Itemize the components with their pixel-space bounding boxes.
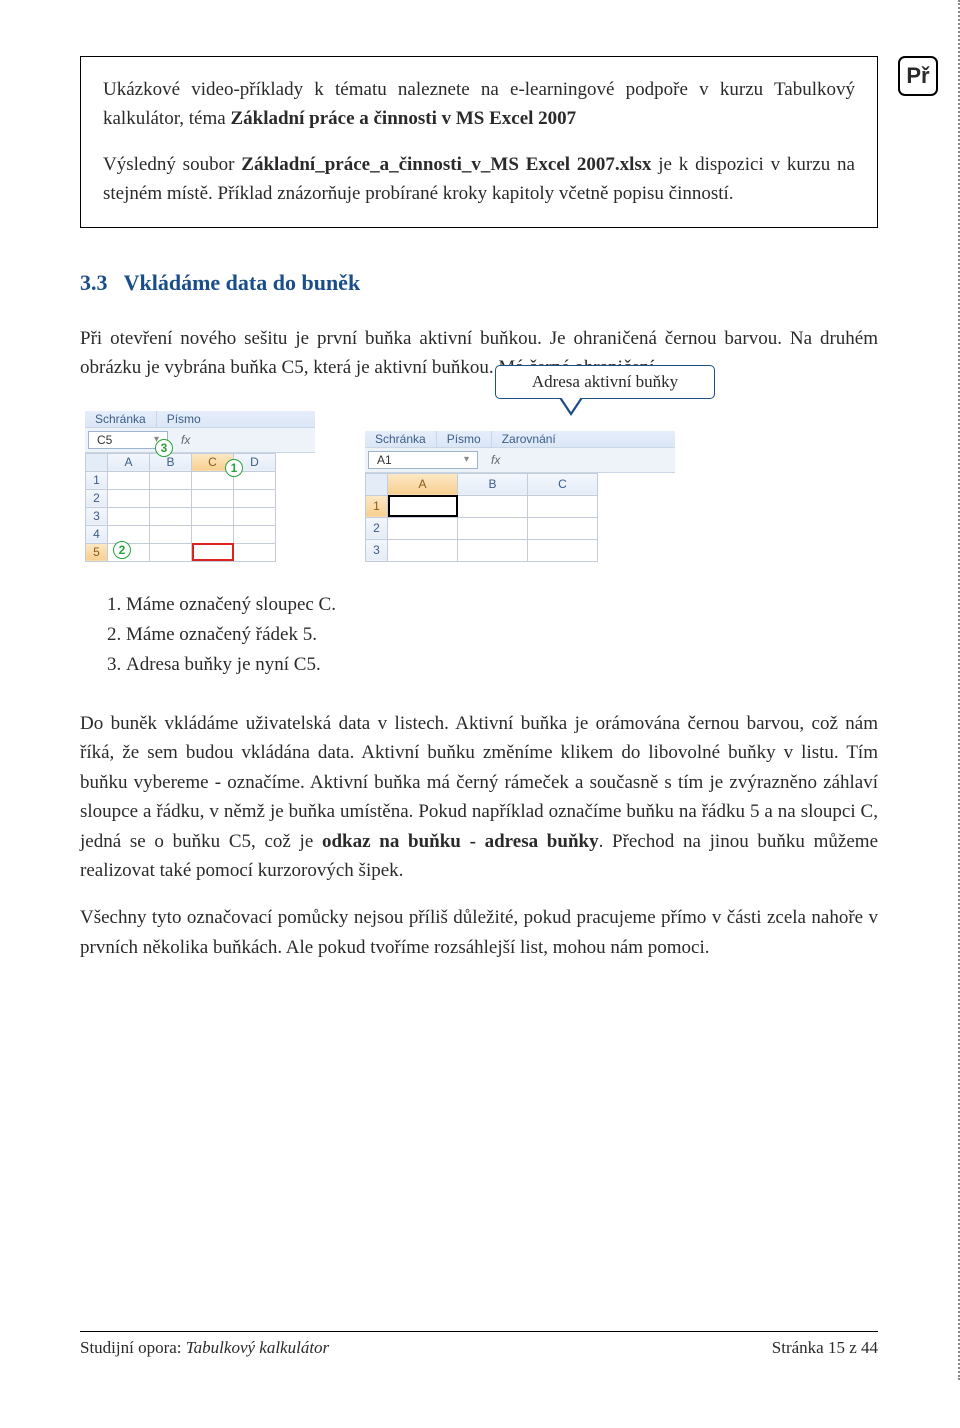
col-header: B [458,473,528,495]
marker-3: 3 [155,439,173,457]
col-header: A [108,453,150,471]
intro-box: Ukázkové video-příklady k tématu nalezne… [80,56,878,228]
long1-bold: odkaz na buňku - adresa buňky [322,831,599,852]
marker-1: 1 [225,459,243,477]
dropdown-icon: ▾ [464,454,469,465]
row-header: 4 [86,525,108,543]
section-number: 3.3 [80,270,108,295]
active-cell [388,495,458,517]
excel-screenshot-1: Schránka Písmo C5 ▾ fx A B C D 1 [85,411,315,562]
col-header-selected: A [388,473,458,495]
excel-screenshot-2: Schránka Písmo Zarovnání A1 ▾ fx A B C 1 [365,431,675,562]
row-header: 3 [86,507,108,525]
figure-row: Adresa aktivní buňky Schránka Písmo C5 ▾… [85,411,873,562]
step-item: Máme označený sloupec C. [126,590,878,620]
name-box-value: A1 [377,453,392,467]
ribbon-group: Schránka [365,431,437,447]
name-box-value: C5 [97,433,112,447]
footer-left-title: Tabulkový kalkulátor [186,1338,329,1357]
row-header: 2 [366,517,388,539]
fx-icon: fx [181,433,190,447]
section-heading: 3.3 Vkládáme data do buněk [80,270,878,296]
steps-list: Máme označený sloupec C. Máme označený ř… [80,590,878,681]
name-box: A1 ▾ [368,451,478,469]
intro-paragraph: Při otevření nového sešitu je první buňk… [80,324,878,383]
ribbon-group: Zarovnání [492,431,566,447]
corner-cell [86,453,108,471]
page-footer: Studijní opora: Tabulkový kalkulátor Str… [80,1331,878,1358]
row-header: 1 [86,471,108,489]
row-header: 3 [366,539,388,561]
ribbon-group: Písmo [437,431,492,447]
footer-right: Stránka 15 z 44 [772,1338,878,1358]
col-header: B [150,453,192,471]
callout-text: Adresa aktivní buňky [495,365,715,399]
section-title: Vkládáme data do buněk [124,270,361,295]
callout: Adresa aktivní buňky [495,365,715,412]
footer-left-label: Studijní opora: [80,1338,186,1357]
long-paragraph-1: Do buněk vkládáme uživatelská data v lis… [80,709,878,886]
step-item: Adresa buňky je nyní C5. [126,650,878,680]
col-header: C [528,473,598,495]
corner-cell [366,473,388,495]
footer-left: Studijní opora: Tabulkový kalkulátor [80,1338,329,1358]
fx-icon: fx [491,453,500,467]
step-item: Máme označený řádek 5. [126,620,878,650]
ribbon-group: Písmo [157,411,211,427]
marker-2: 2 [113,541,131,559]
long-paragraph-2: Všechny tyto označovací pomůcky nejsou p… [80,903,878,962]
pr-badge: Př [898,56,938,96]
box-bold2: Základní_práce_a_činnosti_v_MS Excel 200… [241,154,651,175]
active-cell [192,543,234,561]
spreadsheet: A B C 1 2 3 [365,473,598,562]
row-header: 2 [86,489,108,507]
box-text2a: Výsledný soubor [103,154,241,175]
box-bold1: Základní práce a činnosti v MS Excel 200… [230,108,576,129]
row-header-selected: 5 [86,543,108,561]
row-header-selected: 1 [366,495,388,517]
ribbon-group: Schránka [85,411,157,427]
